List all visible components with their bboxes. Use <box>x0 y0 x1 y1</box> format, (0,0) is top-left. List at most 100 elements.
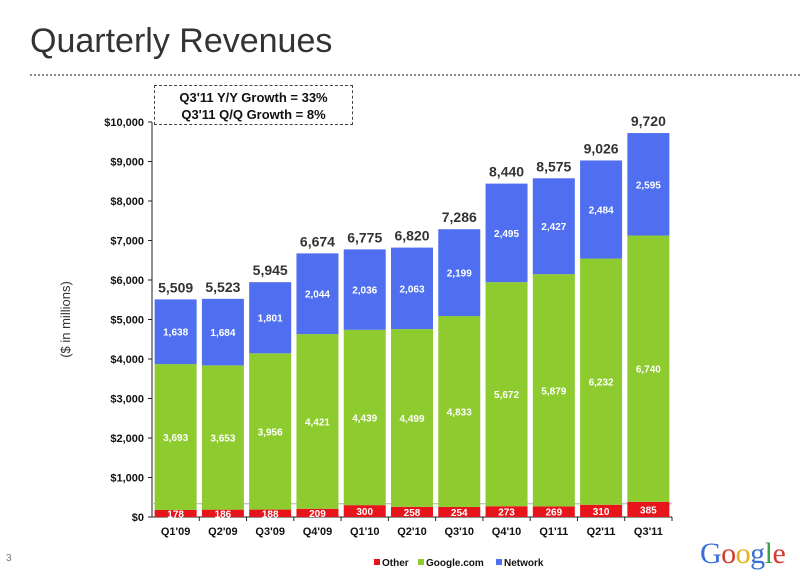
logo-letter: g <box>750 537 765 570</box>
segment-value-label: 3,653 <box>210 434 235 445</box>
x-tick-label: Q1'11 <box>539 526 568 538</box>
bar-segment-other <box>485 506 528 517</box>
segment-value-label: 385 <box>640 505 657 516</box>
bar-segment-other <box>532 506 575 517</box>
segment-value-label: 2,199 <box>447 269 472 280</box>
bar-segment-network <box>485 183 528 283</box>
bar-segment-other <box>391 506 433 517</box>
total-value-label: 6,775 <box>347 229 382 245</box>
total-value-label: 7,286 <box>442 209 477 225</box>
segment-value-label: 269 <box>545 508 562 519</box>
segment-value-label: 2,495 <box>494 229 519 240</box>
segment-value-label: 273 <box>498 508 515 519</box>
x-tick-label: Q3'09 <box>255 526 285 538</box>
logo-letter: o <box>721 537 736 570</box>
y-tick-label: $1,000 <box>110 473 144 485</box>
bar-segment-other <box>296 508 339 517</box>
bar-segment-network <box>438 229 481 317</box>
bar-segment-network <box>249 282 292 354</box>
segment-value-label: 2,427 <box>541 222 566 233</box>
y-tick-label: $6,000 <box>110 275 144 287</box>
segment-value-label: 5,879 <box>541 386 566 397</box>
segment-value-label: 254 <box>451 508 468 519</box>
segment-value-label: 2,036 <box>352 286 377 297</box>
segment-value-label: 1,684 <box>210 328 235 339</box>
bar-segment-googlecom <box>438 316 481 507</box>
y-tick-label: $0 <box>132 512 144 524</box>
legend-label: Network <box>504 558 544 569</box>
bar-segment-googlecom <box>296 334 339 509</box>
legend-swatch <box>418 559 424 565</box>
legend-swatch <box>374 559 380 565</box>
bar-segment-network <box>296 253 339 335</box>
segment-value-label: 310 <box>593 507 610 518</box>
segment-value-label: 3,693 <box>163 433 188 444</box>
x-tick-label: Q1'10 <box>350 526 380 538</box>
total-value-label: 5,523 <box>205 279 240 295</box>
segment-value-label: 188 <box>262 509 279 520</box>
segment-value-label: 4,421 <box>305 417 330 428</box>
x-tick-label: Q3'10 <box>445 526 475 538</box>
legend-label: Other <box>382 558 409 569</box>
y-tick-label: $2,000 <box>110 433 144 445</box>
bar-segment-other <box>154 509 197 517</box>
legend-swatch <box>496 559 502 565</box>
bar-segment-other <box>249 509 292 517</box>
bar-segment-googlecom <box>532 274 575 507</box>
x-tick-label: Q2'11 <box>587 526 616 538</box>
segment-value-label: 6,232 <box>589 378 614 389</box>
segment-value-label: 6,740 <box>636 365 661 376</box>
total-value-label: 8,575 <box>536 158 571 174</box>
segment-value-label: 300 <box>356 507 373 518</box>
x-tick-label: Q1'09 <box>161 526 191 538</box>
logo-letter: G <box>700 537 722 570</box>
x-tick-label: Q4'10 <box>492 526 522 538</box>
segment-value-label: 4,833 <box>447 408 472 419</box>
bar-segment-other <box>580 504 623 517</box>
segment-value-label: 1,801 <box>258 314 283 325</box>
google-logo: Google <box>700 537 786 571</box>
logo-letter: e <box>772 537 786 570</box>
bar-segment-other <box>201 509 244 517</box>
bar-segment-network <box>532 178 575 275</box>
total-value-label: 6,820 <box>394 228 429 244</box>
bar-segment-googlecom <box>249 353 292 510</box>
segment-value-label: 5,672 <box>494 390 519 401</box>
legend-label: Google.com <box>426 558 484 569</box>
bar-segment-network <box>580 160 623 259</box>
bar-segment-other <box>438 506 481 517</box>
segment-value-label: 2,595 <box>636 180 661 191</box>
segment-value-label: 2,063 <box>399 284 424 295</box>
bar-segment-googlecom <box>627 235 670 502</box>
segment-value-label: 258 <box>404 508 421 519</box>
y-tick-label: $10,000 <box>104 117 144 129</box>
bar-segment-googlecom <box>580 258 623 505</box>
x-tick-label: Q2'10 <box>397 526 427 538</box>
bar-segment-network <box>627 133 670 236</box>
y-axis-label: ($ in millions) <box>58 281 73 358</box>
bar-segment-other <box>627 501 670 517</box>
total-value-label: 9,026 <box>584 140 619 156</box>
segment-value-label: 2,044 <box>305 290 330 301</box>
bar-segment-googlecom <box>154 364 197 510</box>
y-tick-label: $4,000 <box>110 354 144 366</box>
yoy-growth-text: Q3'11 Y/Y Growth = 33% <box>179 90 328 105</box>
y-tick-label: $8,000 <box>110 196 144 208</box>
bar-segment-network <box>154 299 197 365</box>
bar-segment-network <box>343 249 386 330</box>
segment-value-label: 2,484 <box>589 206 614 217</box>
bar-segment-other <box>343 505 386 517</box>
segment-value-label: 1,638 <box>163 328 188 339</box>
segment-value-label: 209 <box>309 509 326 520</box>
segment-value-label: 178 <box>167 509 184 520</box>
y-tick-label: $7,000 <box>110 236 144 248</box>
total-value-label: 8,440 <box>489 164 524 180</box>
segment-value-label: 4,439 <box>352 413 377 424</box>
bar-segment-googlecom <box>201 365 244 510</box>
bar-segment-googlecom <box>485 282 528 507</box>
x-tick-label: Q3'11 <box>634 526 663 538</box>
bar-segment-googlecom <box>391 329 433 507</box>
page-number: 3 <box>6 553 12 564</box>
segment-value-label: 3,956 <box>258 427 283 438</box>
